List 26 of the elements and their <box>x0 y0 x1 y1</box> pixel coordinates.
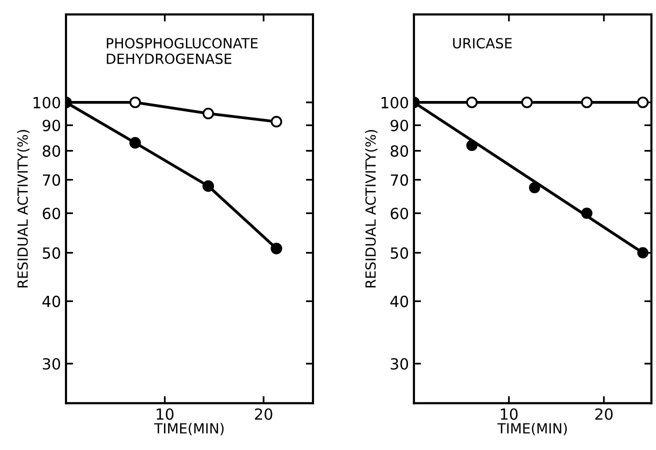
y-tick-label: 80 <box>390 145 408 157</box>
y-tick-label: 30 <box>390 358 408 370</box>
y-tick-label: 40 <box>42 296 60 308</box>
y-tick-label: 40 <box>390 296 408 308</box>
y-tick-label: 100 <box>382 96 408 108</box>
y-tick-label: 60 <box>42 208 60 220</box>
y-tick-label: 90 <box>390 120 408 132</box>
x-tick-label: 10 <box>156 408 174 420</box>
text: PHOSPHOGLUCONATE DEHYDROGENASE <box>106 38 258 64</box>
y-tick-label: 100 <box>34 96 60 108</box>
y-tick-label: 90 <box>42 120 60 132</box>
y-axis-title: RESIDUAL ACTIVITY(%) <box>17 130 30 288</box>
y-tick-label: 70 <box>42 174 60 186</box>
y-tick-label: 50 <box>390 247 408 259</box>
y-tick-label: 30 <box>42 358 60 370</box>
y-tick-label: 50 <box>42 247 60 259</box>
x-tick-label: 20 <box>595 408 613 420</box>
x-tick-label: 10 <box>500 408 518 420</box>
y-tick-label: 60 <box>390 208 408 220</box>
x-tick-label: 20 <box>254 408 272 420</box>
text: URICASE <box>453 38 512 48</box>
x-axis-title: TIME(MIN) <box>497 422 567 436</box>
x-axis-title: TIME(MIN) <box>154 422 224 436</box>
y-axis-title: RESIDUAL ACTIVITY(%) <box>365 130 378 288</box>
y-tick-label: 70 <box>390 174 408 186</box>
y-tick-label: 80 <box>42 145 60 157</box>
